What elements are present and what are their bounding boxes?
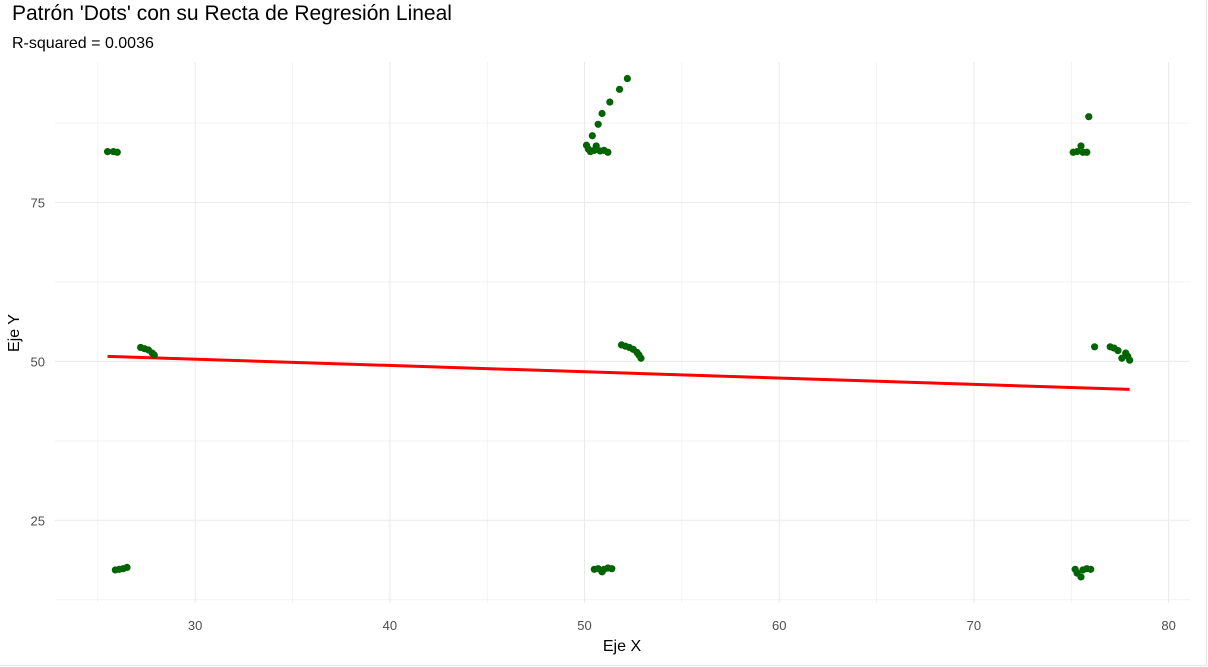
regression-layer: [107, 354, 1130, 391]
points-layer: [103, 74, 1134, 581]
data-point: [598, 109, 606, 118]
x-tick-label: 30: [188, 618, 202, 633]
y-tick-label: 75: [31, 195, 45, 210]
data-point: [588, 132, 596, 140]
data-point: [623, 74, 631, 83]
data-point: [608, 565, 616, 573]
major-grid: [55, 62, 1190, 603]
data-point: [592, 142, 600, 150]
x-tick-label: 40: [383, 618, 397, 633]
data-point: [1073, 148, 1081, 156]
chart-subtitle: R-squared = 0.0036: [12, 35, 154, 52]
x-tick-label: 80: [1161, 618, 1175, 633]
data-point: [1114, 347, 1122, 355]
data-point: [1118, 354, 1126, 362]
data-point: [1077, 573, 1085, 581]
x-tick-label: 70: [967, 618, 981, 633]
minor-grid: [55, 62, 1190, 603]
data-point: [594, 120, 602, 128]
data-point: [1085, 113, 1093, 121]
data-point: [604, 148, 612, 156]
regression-line: [107, 354, 1130, 391]
data-point: [113, 148, 121, 156]
data-point: [1077, 142, 1085, 150]
x-axis-ticks: 30 40 50 60 70 80: [188, 618, 1176, 633]
y-tick-label: 25: [31, 513, 45, 528]
data-point: [1083, 148, 1091, 156]
data-point: [637, 354, 645, 362]
y-tick-label: 50: [31, 354, 45, 369]
y-axis-ticks: 25 50 75: [31, 195, 45, 528]
chart-title: Patrón 'Dots' con su Recta de Regresión …: [12, 2, 452, 25]
data-point: [123, 563, 131, 571]
x-axis-label: Eje X: [603, 638, 642, 655]
x-tick-label: 60: [772, 618, 786, 633]
data-point: [606, 98, 614, 106]
data-point: [615, 85, 624, 93]
data-point: [150, 351, 158, 359]
data-point: [1087, 565, 1095, 573]
data-point: [1091, 343, 1099, 351]
x-tick-label: 50: [577, 618, 591, 633]
y-axis-label: Eje Y: [6, 314, 23, 352]
data-point: [103, 148, 112, 156]
data-point: [1126, 356, 1134, 364]
